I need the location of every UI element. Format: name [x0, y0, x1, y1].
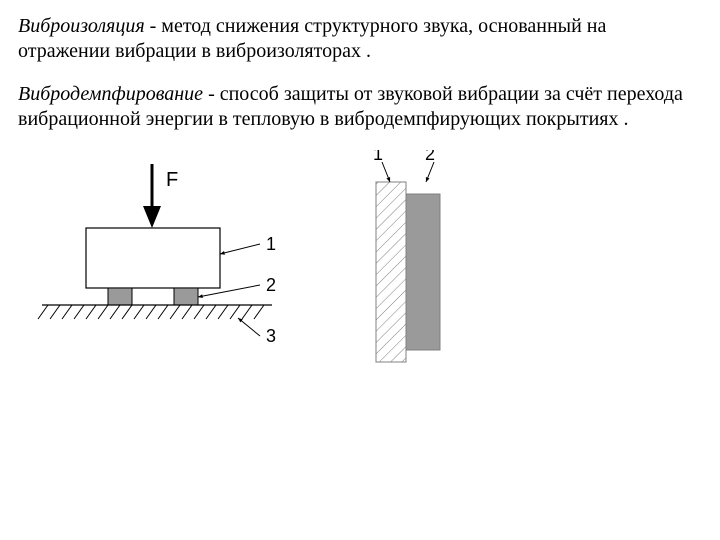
svg-text:F: F	[166, 169, 178, 191]
svg-text:1: 1	[266, 234, 276, 254]
definition-1: Виброизоляция - метод снижения структурн…	[18, 14, 702, 64]
svg-text:3: 3	[266, 326, 276, 346]
vibrodamping-diagram: 12	[342, 150, 492, 380]
svg-text:2: 2	[266, 275, 276, 295]
figures-row: F123 12	[18, 150, 702, 385]
definition-2: Вибродемпфирование - способ защиты от зв…	[18, 82, 702, 132]
vibroisolation-diagram: F 1 2 3	[34, 150, 294, 360]
svg-text:1: 1	[373, 150, 383, 164]
figure-vibrodamping: 12	[342, 150, 492, 385]
figure-vibroisolation: F 1 2 3	[34, 150, 294, 365]
svg-text:2: 2	[425, 150, 435, 164]
term-1: Виброизоляция	[18, 15, 145, 37]
term-2: Вибродемпфирование	[18, 83, 203, 105]
